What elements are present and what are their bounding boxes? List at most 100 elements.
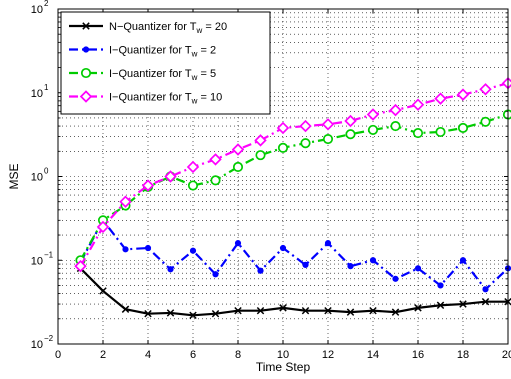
legend-entry: N−Quantizer for Tw = 20 [69,21,227,35]
data-point [210,175,221,186]
data-point [189,311,197,320]
data-point [456,88,470,101]
data-point [277,142,289,153]
data-point [254,134,267,147]
x-tick-label: 12 [322,349,334,361]
marker-stroke [436,301,445,310]
data-point [435,126,446,138]
data-point [279,244,287,252]
marker-stroke [189,311,197,320]
marker-stroke [166,309,175,317]
data-point [299,119,312,133]
data-point [300,138,311,149]
data-point [434,92,447,105]
data-point [301,306,310,315]
marker-stroke [459,300,467,308]
legend-label: N−Quantizer for Tw = 20 [109,21,227,35]
series-1 [76,264,511,320]
data-point [369,257,377,264]
marker-stroke [256,306,265,315]
data-point [480,116,491,127]
legend-label: I−Quantizer for Tw = 2 [109,45,216,59]
data-point [232,161,244,173]
x-tick-label: 8 [235,349,241,361]
grid [58,9,508,344]
marker-stroke [121,305,130,313]
data-point [459,257,467,264]
data-point [412,128,424,139]
legend-entry: I−Quantizer for Tw = 10 [69,90,222,106]
marker-stroke [234,306,242,315]
x-tick-label: 10 [277,349,289,361]
data-point [459,300,467,308]
y-tick-label: 10 [31,4,43,16]
data-point [122,246,129,253]
data-point [344,114,357,128]
data-point [389,103,402,117]
legend-marker [80,67,92,79]
data-point [144,244,152,252]
data-point [436,301,445,310]
y-axis-label: MSE [7,163,21,189]
data-point [144,309,152,318]
data-point [369,306,377,315]
marker-stroke [144,309,152,318]
data-point [234,306,242,315]
legend-label: I−Quantizer for Tw = 10 [109,92,222,106]
y-tick-label: 10 [31,339,43,351]
series-4 [74,77,511,273]
x-tick-label: 18 [457,349,469,361]
series-line [79,267,508,317]
data-point [302,261,309,268]
marker-stroke [414,304,422,312]
marker-stroke [82,22,90,30]
data-point [367,124,379,135]
legend-entry: I−Quantizer for Tw = 2 [69,45,216,59]
data-point [479,83,492,96]
data-point [74,259,87,273]
data-point [414,304,422,312]
data-point [322,134,334,145]
data-point [186,160,200,174]
x-tick-label: 20 [502,349,511,361]
data-point [189,247,197,254]
data-point [457,122,469,133]
data-point [141,179,155,192]
y-tick-exponent: 1 [44,83,49,92]
y-tick-exponent: −2 [44,334,54,343]
marker-stroke [279,304,287,312]
y-tick-label: 10 [31,255,43,267]
data-point [390,121,401,132]
data-point [276,121,290,135]
x-tick-label: 6 [190,349,196,361]
data-point [321,118,335,131]
marker-stroke [324,306,332,315]
data-point [366,108,380,121]
data-point [414,265,422,272]
data-point [345,129,356,140]
data-point [324,240,332,247]
data-point [231,143,245,156]
legend-marker [79,90,93,103]
series-line [79,219,509,291]
legend-entry: I−Quantizer for Tw = 5 [69,67,216,82]
legend-label: I−Quantizer for Tw = 5 [109,68,216,82]
data-point [346,308,355,316]
marker-stroke [346,308,355,316]
data-point [257,267,264,274]
marker-stroke [99,287,107,295]
data-point [164,170,177,183]
legend-marker [82,46,90,53]
x-tick-label: 16 [412,349,424,361]
legend: N−Quantizer for Tw = 20 I−Quantizer for T… [60,11,271,115]
data-point [99,287,107,295]
plot-series [74,77,511,320]
data-point [167,266,174,273]
data-point [347,263,354,270]
marker-stroke [211,309,220,318]
data-point [392,275,399,282]
data-point [211,309,220,318]
data-point [279,304,287,312]
